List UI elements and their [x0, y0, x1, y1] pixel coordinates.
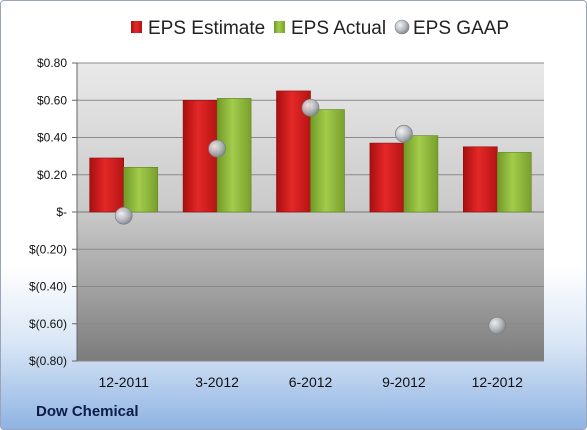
x-axis: 12-2011 3-2012 6-2012 9-2012 12-2012: [99, 374, 524, 390]
eps-gaap-point: [208, 139, 226, 158]
x-category-label: 12-2011: [99, 374, 150, 390]
y-tick-label: $(0.20): [29, 242, 67, 256]
y-tick-label: $0.20: [37, 168, 67, 182]
legend-swatch: [394, 19, 410, 35]
legend: EPS Estimate EPS Actual EPS GAAP: [131, 18, 509, 39]
legend-label: EPS Estimate: [148, 18, 265, 39]
eps-estimate-bar: [89, 157, 124, 213]
y-tick-label: $0.40: [37, 131, 67, 145]
eps-estimate-bar: [182, 99, 218, 213]
eps-gaap-point: [488, 316, 507, 335]
eps-estimate-bar: [369, 142, 405, 213]
y-tick-label: $(0.40): [29, 280, 67, 294]
company-name: Dow Chemical: [36, 403, 139, 420]
x-category-label: 3-2012: [195, 374, 239, 390]
y-tick-label: $0.60: [37, 93, 67, 107]
eps-actual-bar: [123, 167, 158, 213]
eps-actual-bar: [310, 109, 345, 213]
y-tick-label: $0.80: [37, 56, 67, 70]
x-category-label: 12-2012: [472, 374, 524, 390]
y-tick-label: $(0.60): [29, 317, 67, 331]
x-category-label: 6-2012: [289, 374, 333, 390]
gaap-points: [114, 98, 507, 335]
legend-swatch: [274, 21, 285, 33]
legend-label: EPS GAAP: [413, 18, 509, 39]
y-tick-label: $(0.80): [29, 354, 67, 368]
eps-gaap-point: [114, 206, 133, 225]
eps-actual-bar: [403, 135, 439, 213]
eps-actual-bar: [496, 152, 532, 213]
eps-gaap-point: [301, 98, 320, 117]
legend-label: EPS Actual: [291, 18, 386, 39]
eps-estimate-bar: [462, 146, 498, 213]
legend-swatch: [131, 21, 142, 33]
x-category-label: 9-2012: [382, 374, 426, 390]
y-tick-label: $-: [56, 205, 67, 219]
eps-gaap-point: [395, 124, 413, 143]
y-axis: $0.80 $0.60 $0.40 $0.20 $- $(0.20) $(0.40) $(0.…: [29, 56, 544, 368]
